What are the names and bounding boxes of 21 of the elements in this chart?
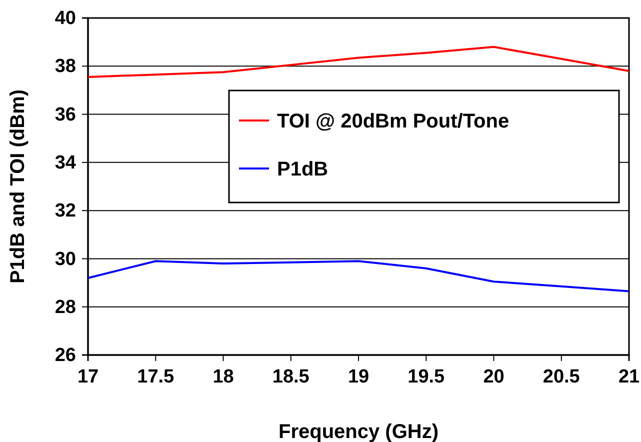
- legend-label: P1dB: [277, 158, 328, 180]
- x-tick-label: 17.5: [137, 366, 175, 388]
- x-tick-label: 20.5: [542, 366, 580, 388]
- x-tick-label: 18.5: [272, 366, 310, 388]
- x-tick-label: 19: [348, 366, 370, 388]
- y-tick-label: 38: [54, 56, 76, 78]
- x-tick-label: 17: [77, 366, 99, 388]
- y-tick-label: 32: [54, 200, 76, 222]
- x-axis-title: Frequency (GHz): [278, 421, 439, 442]
- y-tick-label: 36: [54, 104, 76, 126]
- x-tick-label: 18: [212, 366, 234, 388]
- y-tick-label: 30: [54, 248, 76, 270]
- y-axis-title: P1dB and TOI (dBm): [7, 89, 29, 284]
- x-tick-label: 19.5: [408, 366, 446, 388]
- y-tick-label: 40: [54, 8, 76, 30]
- y-tick-label: 34: [54, 152, 76, 174]
- x-tick-label: 20: [483, 366, 504, 388]
- y-tick-label: 26: [54, 345, 76, 366]
- x-tick-label: 21: [618, 366, 640, 388]
- y-tick-label: 28: [54, 296, 76, 318]
- legend-label: TOI @ 20dBm Pout/Tone: [277, 110, 510, 132]
